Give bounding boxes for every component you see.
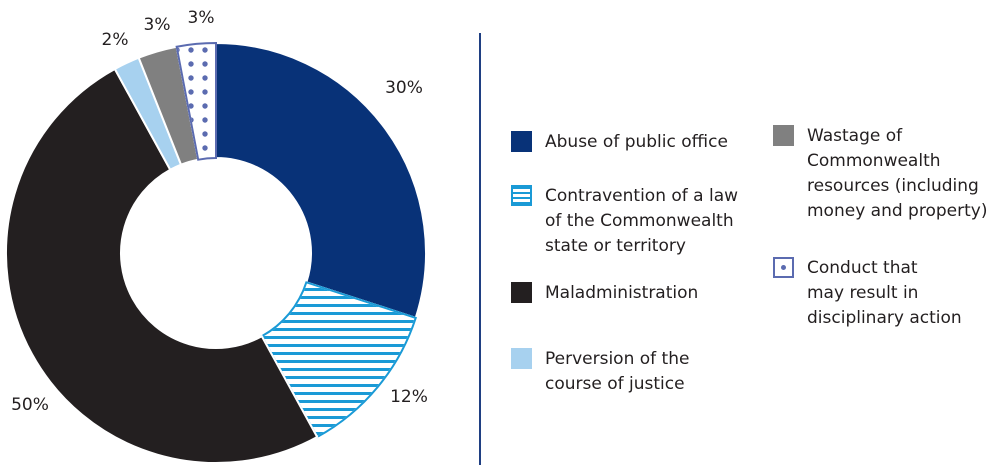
legend-swatch-wastage [773,125,794,146]
legend-item-wastage: Wastage of Commonwealth resources (inclu… [773,124,987,224]
slice-maladministration [5,67,319,464]
data-label-perversion: 2% [102,30,129,50]
legend-item-perversion: Perversion of the course of justice [511,347,689,397]
divider-line [479,33,481,465]
slice-outline-contravention [260,281,417,439]
legend-swatch-perversion [511,348,532,369]
data-label-wastage: 3% [144,15,171,35]
legend-label-abuse: Abuse of public office [545,132,728,152]
legend-label-perversion: Perversion of the course of justice [545,349,690,394]
legend-item-conduct: Conduct that may result in disciplinary … [773,256,962,331]
legend-swatch-conduct [773,257,794,278]
legend-swatch-maladministration [511,282,532,303]
legend-label-contravention: Contravention of a law of the Commonweal… [545,186,739,256]
data-label-contravention: 12% [390,387,428,407]
legend-label-conduct: Conduct that may result in disciplinary … [807,258,962,328]
legend-item-contravention: Contravention of a law of the Commonweal… [511,184,738,259]
legend-item-maladministration: Maladministration [511,281,698,306]
donut-chart: 30% 12% 50% 2% 3% 3% [5,8,428,464]
data-label-maladministration: 50% [11,395,49,415]
slice-abuse [215,41,427,320]
data-label-conduct: 3% [188,8,215,28]
data-label-abuse: 30% [385,78,423,98]
legend-swatch-abuse [511,131,532,152]
legend-item-abuse: Abuse of public office [511,130,728,155]
legend-swatch-contravention [511,185,532,206]
legend-label-wastage: Wastage of Commonwealth resources (inclu… [807,126,988,221]
legend-label-maladministration: Maladministration [545,283,699,303]
slice-outline-conduct [175,41,217,161]
